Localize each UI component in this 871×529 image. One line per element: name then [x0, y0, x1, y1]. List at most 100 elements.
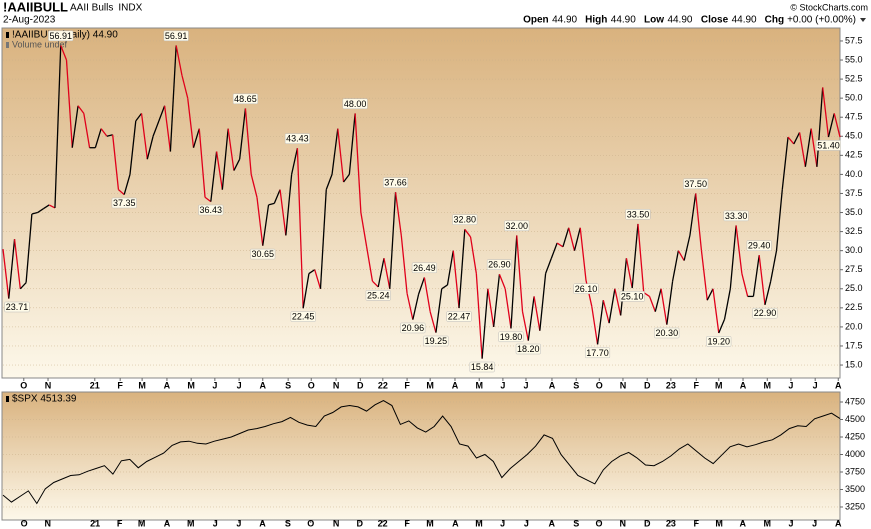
y-tick-label: 50.0 [845, 93, 863, 103]
value-label: 19.20 [706, 336, 732, 347]
value-label-text: 22.90 [754, 308, 777, 318]
line-segment [302, 273, 310, 309]
value-label: 26.10 [573, 283, 599, 295]
value-label: 36.43 [198, 204, 224, 216]
subtitle: Volume undef [12, 39, 68, 49]
line-segment [65, 59, 73, 148]
x-tick-label: N [333, 380, 340, 390]
x-tick-label: M [715, 518, 723, 528]
line-segment [256, 197, 264, 246]
x-tick-label: N [333, 518, 340, 528]
value-label-box [342, 98, 368, 110]
line-segment [112, 134, 120, 190]
line-segment [71, 105, 79, 148]
line-segment [781, 136, 789, 190]
line-segment [516, 235, 524, 312]
line-segment [77, 105, 85, 114]
value-label-text: 22.47 [448, 311, 471, 321]
value-label-box [619, 291, 645, 302]
value-label: 37.50 [683, 178, 709, 190]
quote-label: Open [523, 15, 549, 26]
line-segment [562, 227, 570, 248]
line-segment [210, 151, 218, 202]
y-tick-label: 20.0 [845, 321, 863, 331]
line-segment [215, 151, 223, 190]
line-segment [654, 288, 662, 312]
quote-value: 44.90 [611, 15, 636, 26]
line-segment [810, 128, 818, 167]
line-segment [729, 225, 737, 289]
y-tick-label: 52.5 [845, 73, 863, 83]
line-segment [504, 288, 512, 329]
value-label-text: 32.00 [505, 221, 528, 231]
value-label: 32.00 [504, 220, 530, 232]
y-tick-label: 15.0 [845, 359, 863, 369]
line-segment [337, 128, 345, 183]
line-segment [285, 174, 293, 236]
line-segment [510, 235, 518, 329]
line-segment [527, 296, 535, 341]
value-label: 19.80 [498, 331, 524, 343]
value-label-box [706, 336, 732, 347]
value-label-box [250, 248, 276, 260]
value-label: 25.24 [365, 290, 391, 301]
x-tick-label: A [452, 518, 459, 528]
line-segment [268, 202, 275, 206]
value-label: 37.66 [383, 177, 409, 188]
x-tick-label: J [812, 518, 817, 528]
x-tick-label: F [117, 518, 123, 528]
y-tick-label: 35.0 [845, 207, 863, 217]
line-segment [389, 192, 397, 289]
line-segment [793, 132, 801, 145]
value-label-text: 56.91 [49, 31, 72, 41]
x-tick-label: M [187, 518, 195, 528]
x-tick-label: A [260, 380, 267, 390]
line-segment [273, 189, 281, 204]
x-tick-label: A [740, 518, 747, 528]
x-tick-label: D [644, 518, 651, 528]
line-segment [637, 223, 645, 293]
line-segment [493, 274, 501, 327]
line-segment [718, 319, 726, 334]
value-label-box [585, 347, 611, 359]
value-label-box [423, 335, 449, 347]
value-label: 18.20 [515, 343, 541, 355]
x-tick-label: A [259, 518, 266, 528]
x-tick-label: D [644, 380, 651, 390]
x-tick-label: F [694, 380, 700, 390]
line-segment [140, 113, 148, 160]
value-label: 20.30 [654, 327, 680, 339]
value-label: 56.91 [48, 30, 74, 42]
line-segment [118, 189, 125, 196]
value-label: 26.49 [411, 262, 437, 274]
line-segment [741, 273, 749, 297]
line-segment [169, 45, 177, 152]
x-tick-label: M [475, 518, 483, 528]
quote-label: High [585, 15, 607, 26]
line-segment [816, 87, 824, 167]
x-tick-label: 21 [90, 518, 100, 528]
line-segment [2, 249, 10, 299]
x-tick-label: M [475, 380, 483, 390]
value-label-text: 33.50 [627, 209, 650, 219]
line-segment [544, 258, 552, 274]
value-label-text: 32.80 [454, 215, 477, 225]
x-tick-label: A [164, 380, 171, 390]
x-tick-label: J [237, 380, 242, 390]
value-label-text: 22.45 [292, 312, 315, 322]
line-segment [770, 250, 778, 282]
value-label-text: 56.91 [165, 31, 188, 41]
line-segment [539, 273, 547, 331]
value-label-text: 51.40 [817, 140, 840, 150]
value-label: 33.30 [723, 210, 749, 222]
line-segment [700, 250, 708, 301]
value-label-text: 20.30 [656, 328, 679, 338]
value-label-text: 20.96 [402, 323, 425, 333]
x-tick-label: J [524, 518, 529, 528]
value-label: 30.65 [250, 248, 276, 260]
quote-value: 44.90 [667, 15, 692, 26]
value-label-box [232, 93, 258, 105]
x-tick-label: N [45, 380, 52, 390]
line-segment [308, 269, 316, 275]
line-segment [314, 269, 322, 289]
